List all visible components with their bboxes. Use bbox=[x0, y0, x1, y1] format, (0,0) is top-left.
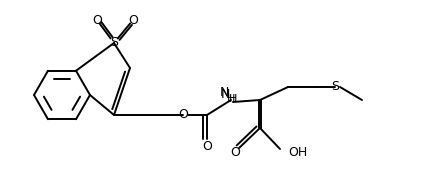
Text: O: O bbox=[128, 14, 138, 27]
Text: O: O bbox=[92, 14, 102, 27]
Text: O: O bbox=[230, 146, 240, 159]
Text: H: H bbox=[227, 94, 235, 104]
Text: S: S bbox=[331, 80, 339, 93]
Text: S: S bbox=[110, 36, 118, 49]
Text: O: O bbox=[178, 108, 188, 121]
Text: O: O bbox=[202, 140, 212, 152]
Text: H: H bbox=[229, 94, 237, 104]
Text: N: N bbox=[220, 89, 229, 102]
Text: N: N bbox=[219, 86, 229, 99]
Text: OH: OH bbox=[288, 146, 307, 159]
